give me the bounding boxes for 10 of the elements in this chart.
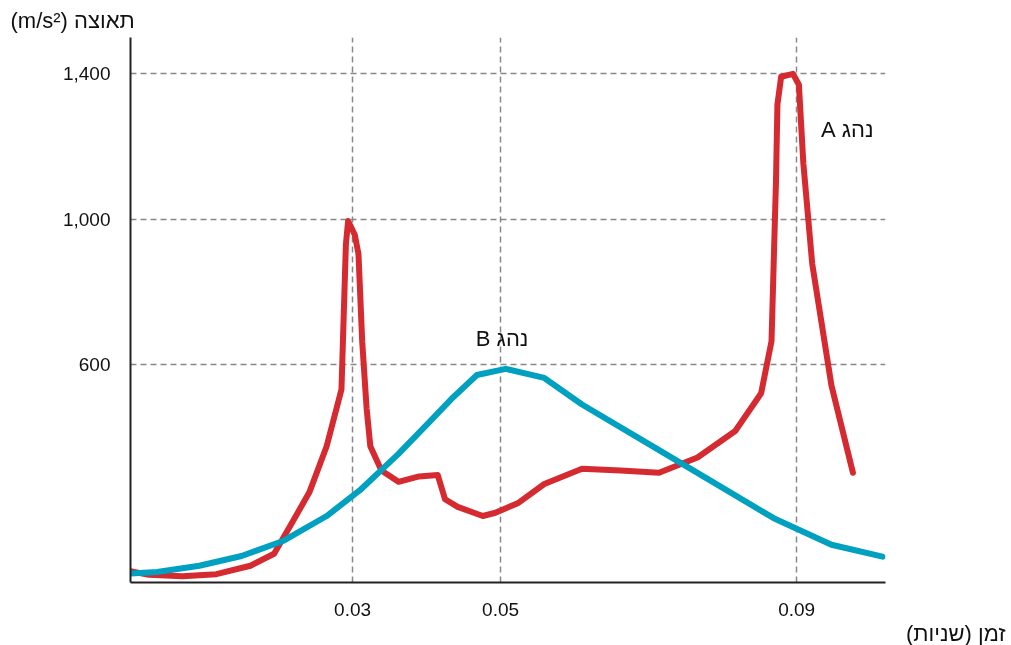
y-tick-label: 1,400 [62, 63, 111, 85]
series-label: נהג A [820, 116, 874, 142]
x-tick-label: 0.03 [334, 598, 372, 620]
series-label: נהג B [475, 325, 529, 351]
x-axis-title: זמן (שניות) [905, 620, 1006, 645]
x-tick-label: 0.05 [482, 598, 520, 620]
x-tick-label: 0.09 [778, 598, 816, 620]
y-tick-label: 600 [78, 354, 111, 375]
y-tick-label: 1,000 [62, 208, 111, 230]
y-axis-title: תאוצה (m/s²) [10, 7, 135, 33]
